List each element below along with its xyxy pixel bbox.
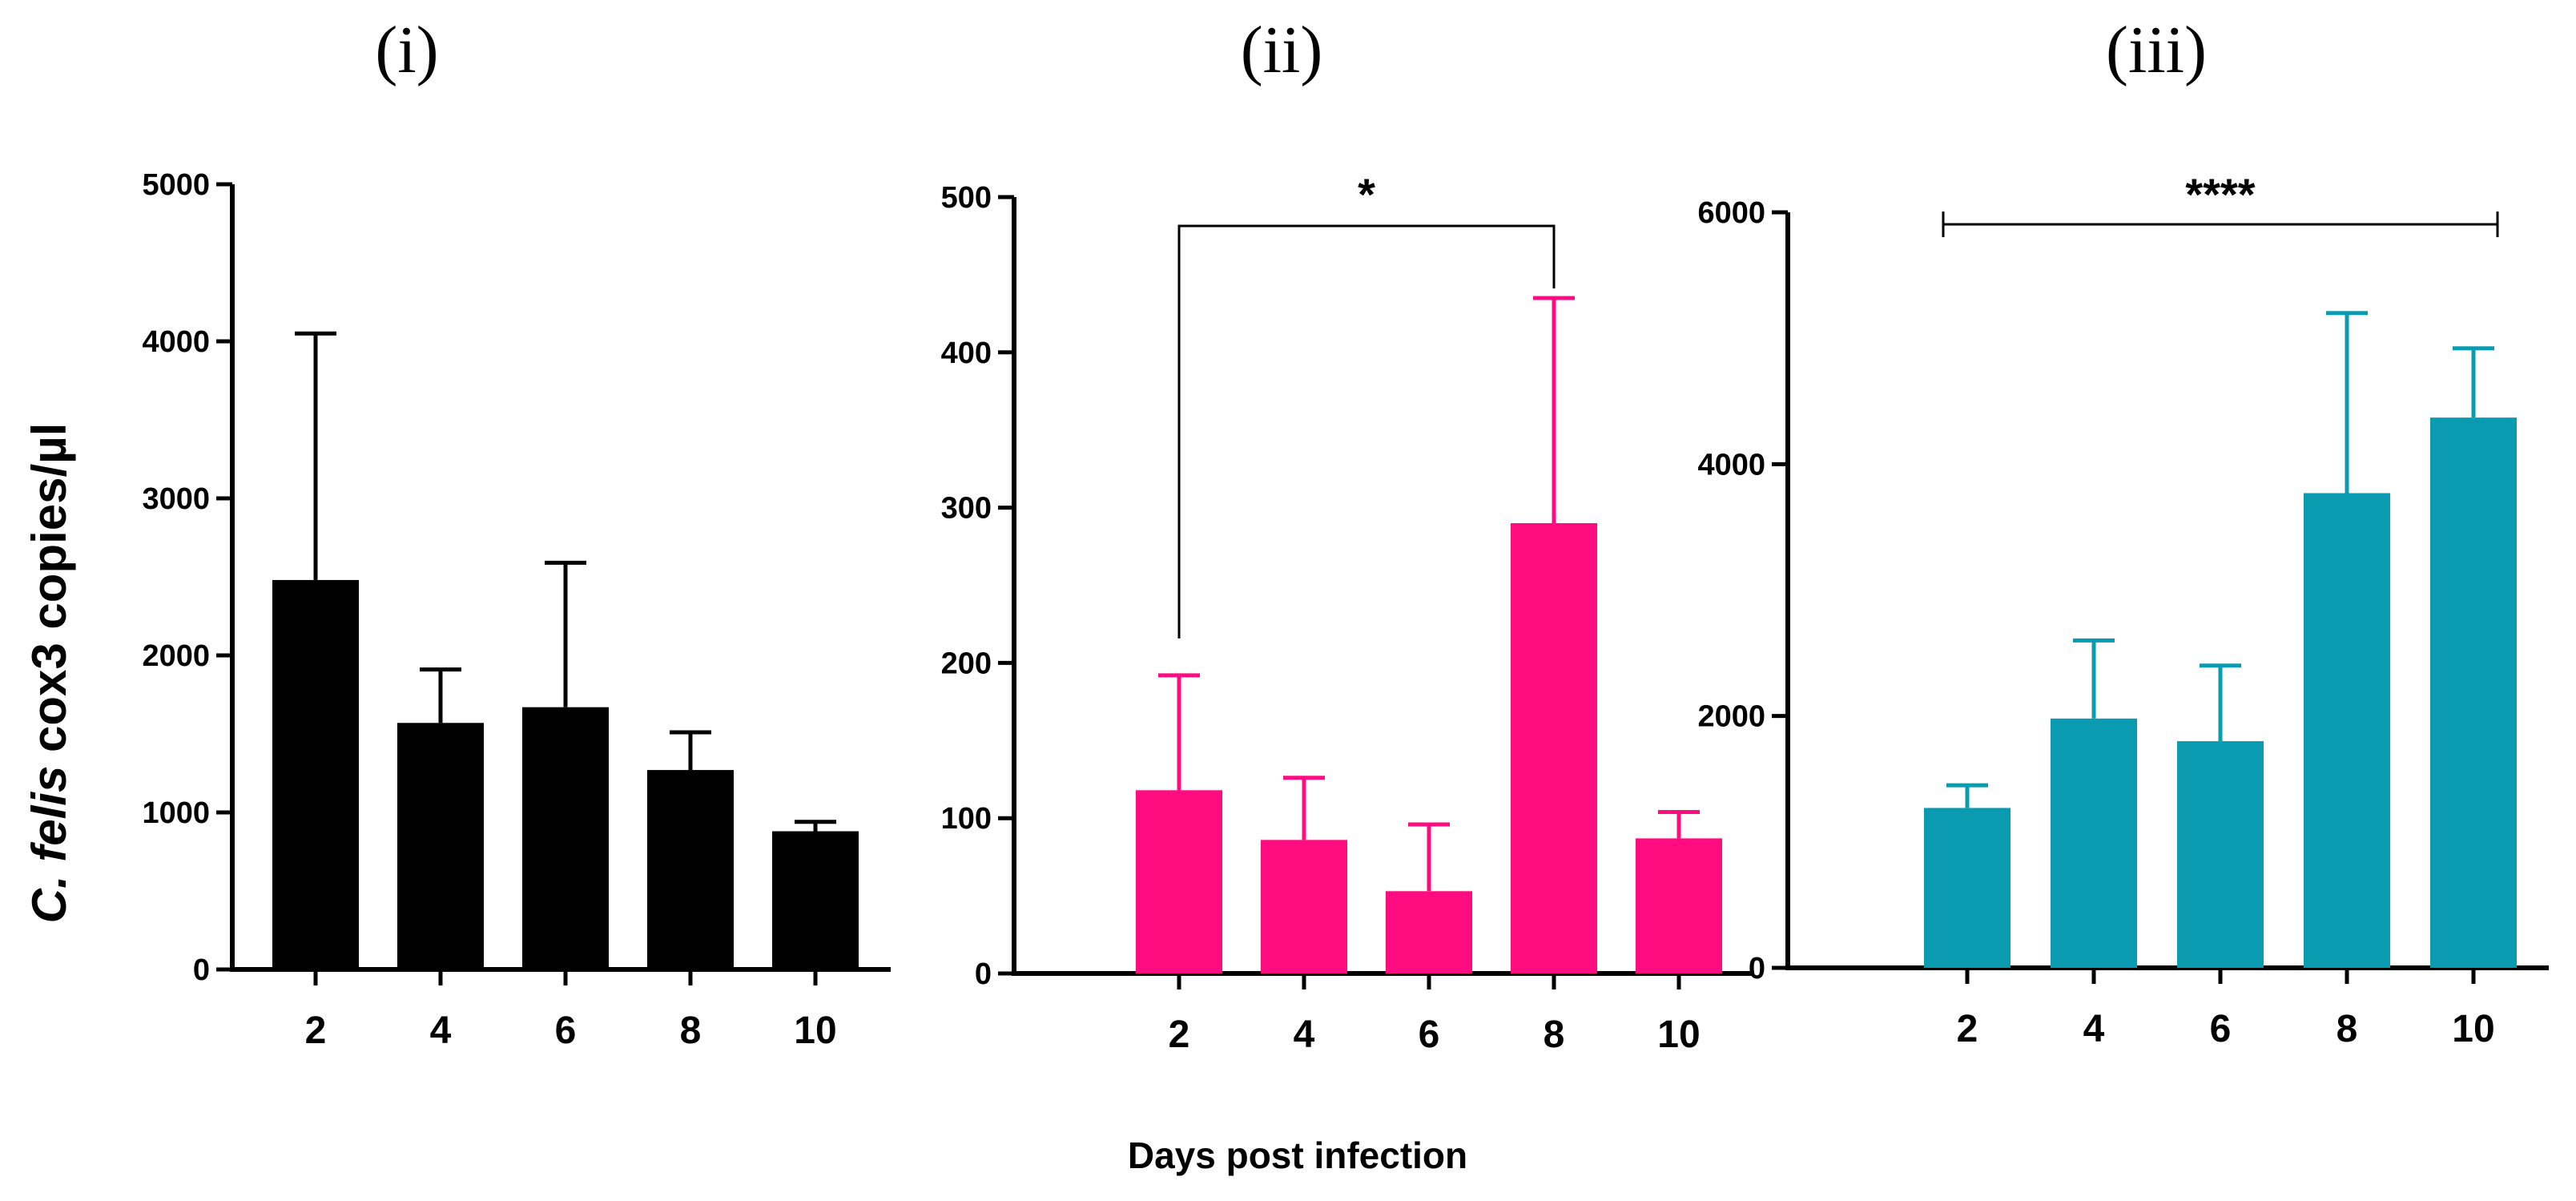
bar xyxy=(772,831,859,969)
y-tick-label: 4000 xyxy=(1697,448,1765,482)
y-tick-label: 0 xyxy=(193,953,210,987)
significance-bracket xyxy=(1177,224,1556,639)
bar xyxy=(2430,417,2517,968)
panel-label: (ii) xyxy=(1241,13,1323,87)
y-tick-label: 100 xyxy=(941,802,992,836)
x-tick-label: 10 xyxy=(794,1010,836,1052)
x-tick-label: 8 xyxy=(1544,1014,1565,1056)
y-axis-title-species: felis xyxy=(22,766,76,862)
x-tick-label: 4 xyxy=(1294,1014,1315,1056)
y-tick-label: 6000 xyxy=(1697,196,1765,230)
y-tick-label: 2000 xyxy=(1697,700,1765,734)
bar xyxy=(397,723,484,969)
bar xyxy=(2177,741,2264,968)
x-tick-label: 8 xyxy=(680,1010,702,1052)
x-tick-label: 2 xyxy=(305,1010,327,1052)
y-tick-label: 0 xyxy=(975,957,992,991)
bar xyxy=(1386,891,1472,973)
y-tick-label: 300 xyxy=(941,492,992,526)
x-tick-label: 10 xyxy=(2452,1008,2494,1050)
y-tick-label: 200 xyxy=(941,647,992,680)
bar xyxy=(647,770,734,969)
y-tick-label: 4000 xyxy=(142,325,210,359)
y-axis-title-genus: C. xyxy=(22,875,76,923)
chart-panel-2: (ii) 0 100 200 300 400 500 2 4 6 8 10 * xyxy=(941,13,1754,1056)
y-tick-label: 1000 xyxy=(142,796,210,830)
bar xyxy=(1636,838,1722,973)
chart-panel-3: (iii) 0 2000 4000 6000 2 4 6 8 10 **** xyxy=(1697,13,2549,1050)
significance-label: **** xyxy=(2185,169,2255,220)
y-tick-label: 3000 xyxy=(142,482,210,516)
bar xyxy=(1261,840,1347,973)
y-axis-title: C. felis cox3 copies/µl xyxy=(22,423,76,924)
bar xyxy=(1136,790,1222,973)
bar xyxy=(272,579,359,969)
panel-label: (i) xyxy=(375,13,438,87)
y-tick-label: 500 xyxy=(941,181,992,215)
x-tick-label: 6 xyxy=(555,1010,577,1052)
x-tick-label: 2 xyxy=(1169,1014,1190,1056)
x-tick-label: 2 xyxy=(1957,1008,1978,1050)
y-tick-label: 2000 xyxy=(142,639,210,673)
panel-label: (iii) xyxy=(2106,13,2207,87)
x-tick-label: 4 xyxy=(430,1010,452,1052)
bar xyxy=(1511,522,1597,973)
bar xyxy=(522,707,609,969)
y-axis-title-rest: cox3 copies/µl xyxy=(22,423,76,752)
y-tick-label: 400 xyxy=(941,337,992,370)
bar xyxy=(1924,808,2010,968)
x-tick-label: 10 xyxy=(1657,1014,1700,1056)
significance-label: * xyxy=(1358,169,1375,220)
y-tick-label: 5000 xyxy=(142,168,210,202)
y-tick-label: 0 xyxy=(1749,952,1765,985)
x-tick-label: 6 xyxy=(1419,1014,1440,1056)
x-tick-label: 4 xyxy=(2083,1008,2105,1050)
x-tick-label: 6 xyxy=(2210,1008,2232,1050)
x-axis-title: Days post infection xyxy=(1128,1135,1467,1176)
bar xyxy=(2051,718,2137,968)
chart-panel-1: (i) 0 1000 2000 3000 4000 5000 2 4 6 8 10 xyxy=(142,13,891,1052)
x-tick-label: 8 xyxy=(2337,1008,2358,1050)
bar xyxy=(2304,493,2390,968)
